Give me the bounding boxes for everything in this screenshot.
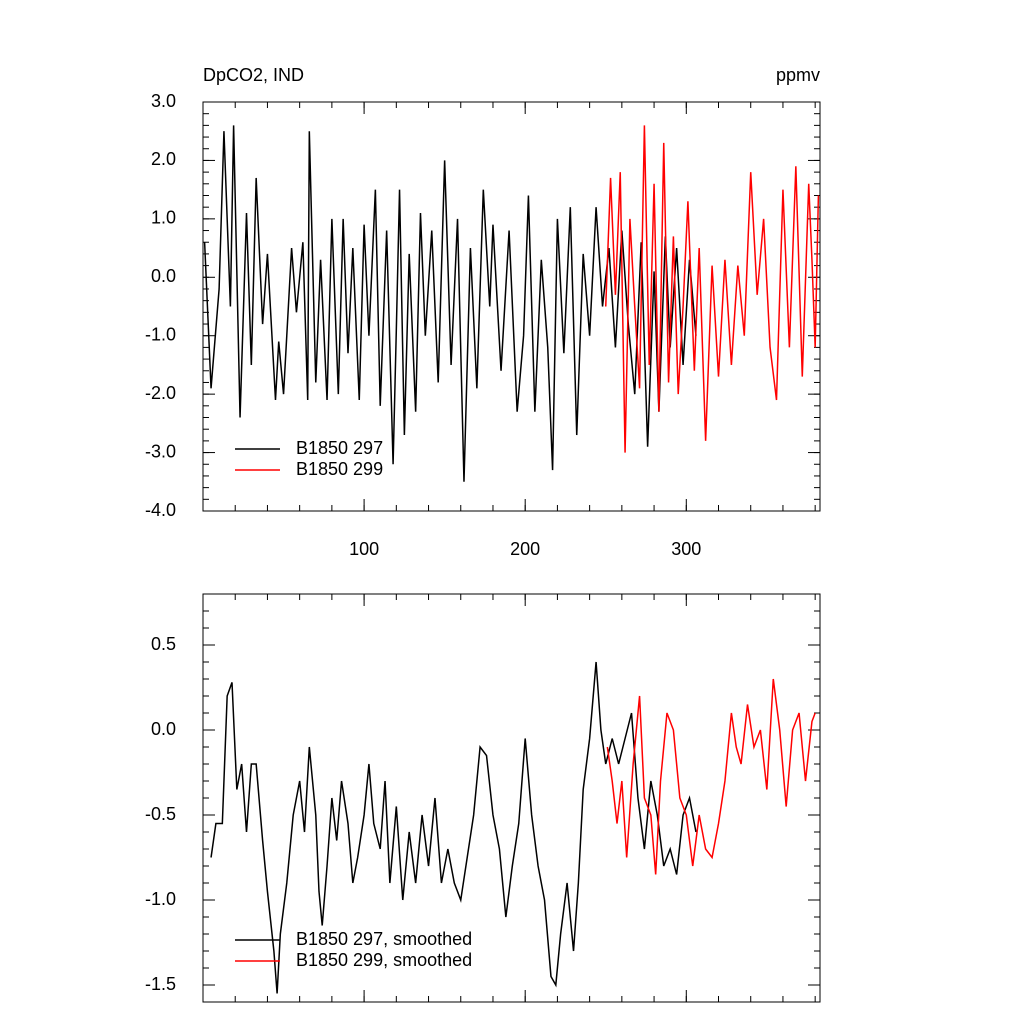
y-tick-label: -1.0: [145, 889, 176, 909]
plot-frame: [202, 593, 821, 1003]
x-tick-label: 200: [510, 539, 540, 559]
y-tick-label: -1.0: [145, 324, 176, 344]
y-tick-label: 0.5: [151, 634, 176, 654]
legend-label: B1850 297, smoothed: [296, 929, 472, 949]
legend-label: B1850 297: [296, 438, 383, 458]
x-tick-label: 300: [671, 539, 701, 559]
y-tick-label: 2.0: [151, 149, 176, 169]
y-tick-label: -2.0: [145, 383, 176, 403]
data-line: [210, 661, 697, 994]
y-tick-label: -3.0: [145, 441, 176, 461]
y-tick-label: -0.5: [145, 804, 176, 824]
data-line: [606, 678, 816, 875]
y-tick-label: 0.0: [151, 719, 176, 739]
y-tick-label: 0.0: [151, 266, 176, 286]
y-tick-label: -4.0: [145, 500, 176, 520]
y-tick-label: 3.0: [151, 91, 176, 111]
y-tick-label: 1.0: [151, 208, 176, 228]
chart-title: DpCO2, IND: [203, 65, 304, 85]
legend-label: B1850 299, smoothed: [296, 950, 472, 970]
plot-frame: [202, 101, 821, 512]
units-label: ppmv: [776, 65, 820, 85]
data-line: [203, 125, 697, 482]
legend-label: B1850 299: [296, 459, 383, 479]
data-line: [604, 125, 820, 453]
y-tick-label: -1.5: [145, 974, 176, 994]
x-tick-label: 100: [349, 539, 379, 559]
